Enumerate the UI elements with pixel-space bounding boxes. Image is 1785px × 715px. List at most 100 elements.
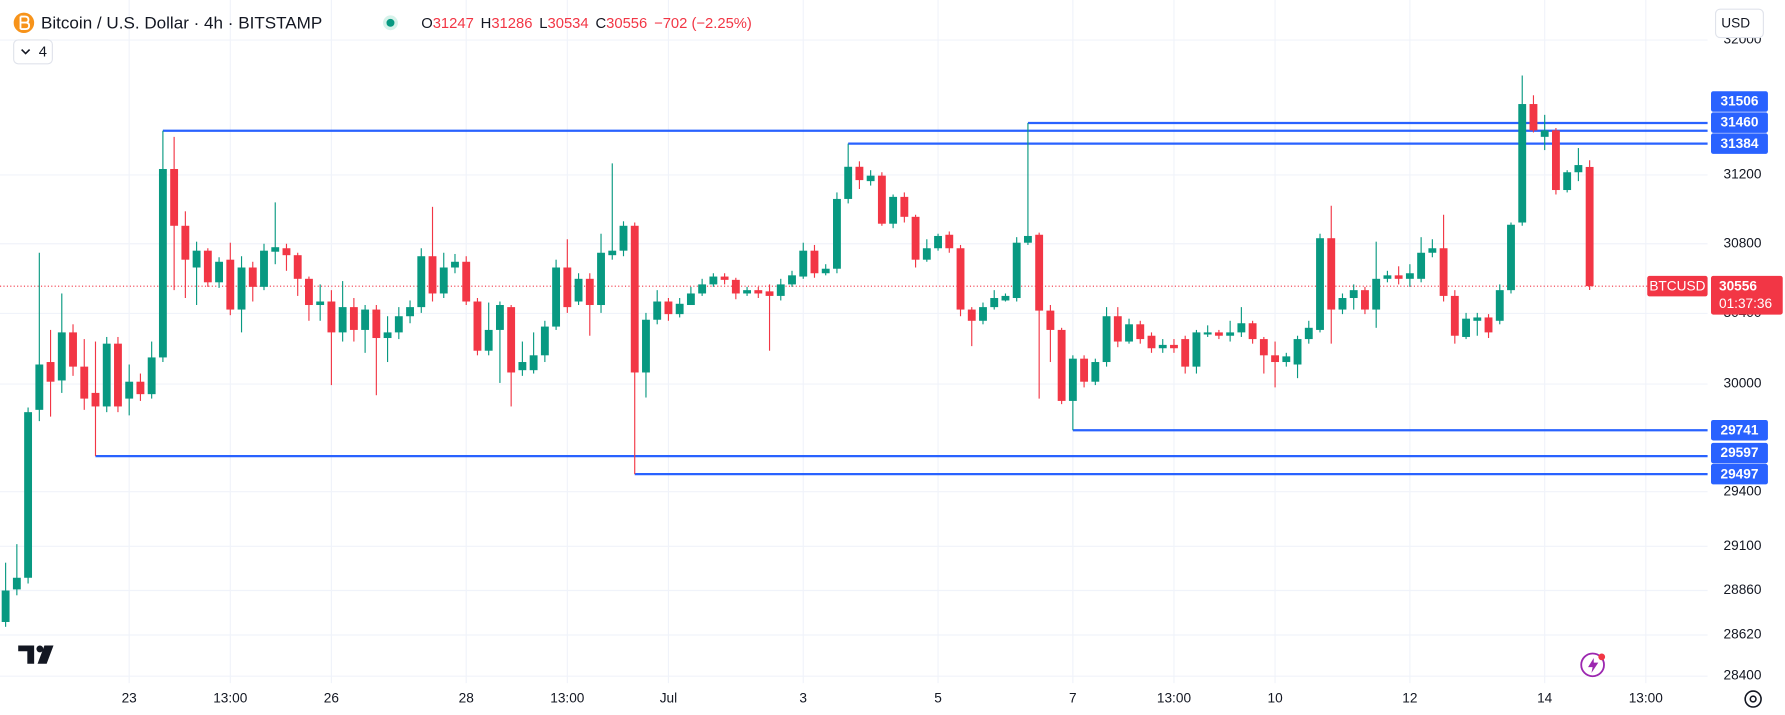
candle-body (754, 290, 763, 294)
candle-body (1462, 318, 1470, 337)
candle-body (765, 291, 774, 296)
candle-body (1450, 295, 1459, 336)
chart-title: Bitcoin / U.S. Dollar · 4h · BITSTAMP (41, 13, 322, 32)
candle-body (327, 301, 336, 333)
candle-body (731, 279, 740, 294)
candle-body (1540, 130, 1549, 137)
candle-body (394, 316, 403, 333)
candle-body (1158, 344, 1167, 349)
candle-body (1551, 130, 1560, 191)
x-tick-label: 12 (1402, 691, 1417, 706)
candle-body (686, 293, 695, 306)
candle-body (226, 259, 235, 310)
candle-body (282, 248, 291, 256)
logo-part (37, 645, 54, 664)
candle-body (80, 366, 89, 399)
candle-body (158, 168, 167, 358)
ohlc-value: 31286 (491, 16, 532, 32)
y-tick-label: 31200 (1724, 167, 1762, 182)
candle-body (1091, 362, 1100, 382)
axes: 2840028620288602910029400300003040030800… (122, 32, 1762, 706)
candle-body (743, 290, 752, 294)
candle-body (574, 278, 583, 302)
candle-body (597, 252, 605, 306)
currency-button[interactable]: USD (1714, 8, 1764, 39)
candle-body (1316, 238, 1324, 330)
candle-body (1574, 165, 1583, 173)
status-dot (386, 18, 395, 27)
level-label: 31506 (1720, 94, 1758, 109)
settings-ring[interactable] (1744, 690, 1762, 708)
candle-body (889, 196, 898, 224)
candle-body (35, 364, 44, 410)
candle-body (507, 307, 516, 373)
currency-label: USD (1721, 16, 1750, 31)
candle-body (1012, 242, 1021, 299)
candle-body (1113, 316, 1122, 342)
candle-body (192, 250, 201, 268)
candle-body (1417, 252, 1426, 279)
candle-body (248, 267, 257, 287)
indicator-toggle[interactable]: 4 (13, 39, 53, 65)
candle-body (338, 307, 347, 333)
x-tick-label: 23 (122, 691, 137, 706)
candle-body (271, 247, 280, 252)
candle-body (1372, 278, 1381, 310)
candle-body (1046, 310, 1055, 330)
candle-body (102, 343, 111, 407)
candle-body (664, 301, 673, 315)
x-tick-label: 13:00 (213, 691, 248, 706)
candle-body (428, 256, 437, 294)
ohlc-label: L (539, 16, 547, 32)
level-label-box (1711, 91, 1768, 112)
currency-button-box[interactable] (1714, 8, 1764, 39)
alert-ring[interactable] (1580, 652, 1605, 678)
ohlc-label: O (421, 16, 433, 32)
y-tick-label: 28620 (1724, 627, 1762, 642)
candle-body (788, 275, 796, 285)
x-tick-label: 10 (1267, 691, 1283, 706)
candle-body (585, 278, 594, 306)
candle-body (1585, 166, 1594, 287)
alert-icon[interactable] (1580, 652, 1606, 678)
candle-body (967, 309, 976, 321)
x-tick-label: 13:00 (1629, 691, 1664, 706)
level-label-box (1711, 442, 1768, 464)
candle-body (1170, 344, 1178, 349)
candle-body (1080, 358, 1089, 382)
candle-body (540, 326, 549, 356)
price-tag-box (1711, 275, 1783, 315)
candle-body (1338, 298, 1347, 310)
candle-body (1327, 238, 1336, 310)
settings-hub (1749, 695, 1757, 703)
candle-body (776, 284, 785, 296)
candle-body (406, 307, 414, 317)
candle-body (563, 267, 572, 308)
indicator-toggle-box[interactable] (13, 39, 53, 65)
candle-body (608, 250, 617, 256)
price-tag: 30556 (1719, 278, 1757, 293)
symbol-tag: BTCUSD (1649, 278, 1705, 293)
candle-body (1507, 224, 1515, 291)
candle-body (1226, 332, 1235, 336)
candle-body (1035, 234, 1044, 311)
header: Bitcoin / U.S. Dollar · 4h · BITSTAMP O 3… (13, 12, 752, 65)
candle-body (237, 267, 246, 310)
candle-body (529, 355, 538, 371)
candle-body (1125, 324, 1133, 342)
candle-body (170, 168, 179, 226)
candle-body (12, 577, 21, 590)
coin-glyph (19, 15, 31, 30)
candle-body (922, 248, 931, 260)
settings-icon[interactable] (1744, 690, 1762, 708)
candle-body (1282, 356, 1291, 363)
candle-body (1495, 290, 1504, 321)
tv-logo (18, 645, 54, 664)
candle-body (934, 235, 942, 249)
level-label-box (1711, 419, 1768, 441)
level-label: 29597 (1720, 445, 1758, 460)
candle-body (552, 267, 561, 327)
candle-body (1, 590, 10, 622)
